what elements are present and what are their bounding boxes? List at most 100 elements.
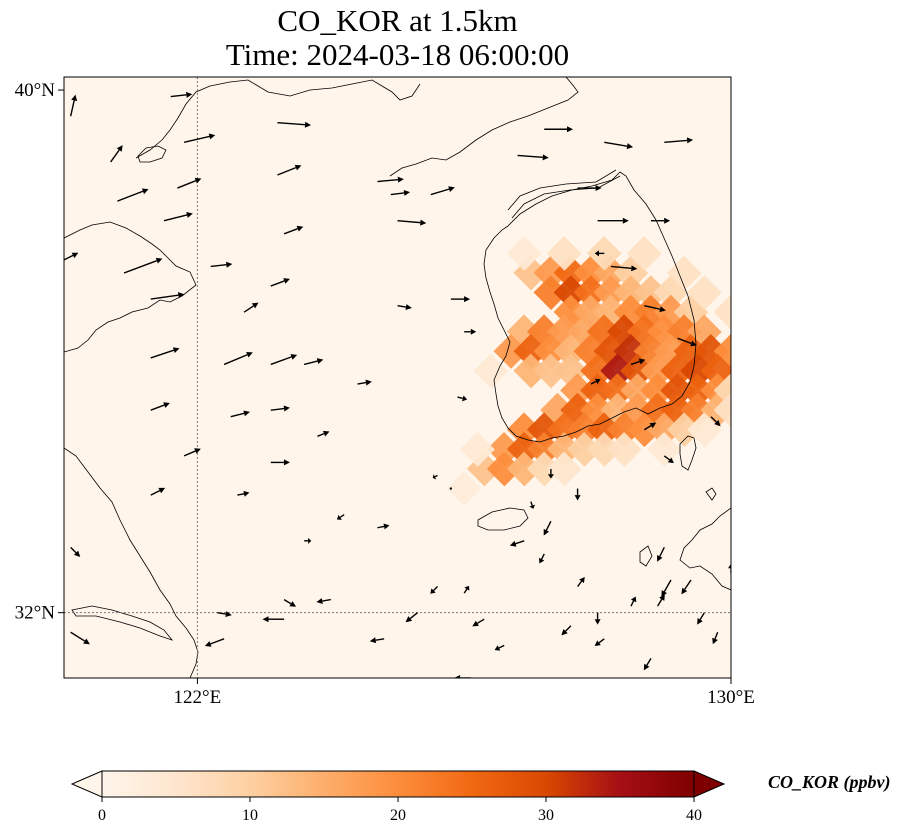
wind-arrow <box>664 137 694 144</box>
wind-arrow <box>594 612 601 625</box>
wind-arrow <box>405 612 418 623</box>
wind-arrow <box>210 261 233 268</box>
field-cell <box>646 412 682 448</box>
field-cell <box>533 255 569 291</box>
field-cell <box>526 412 562 448</box>
wind-arrow <box>677 337 697 347</box>
colorbar-tick-label: 20 <box>390 807 406 824</box>
wind-arrow <box>597 217 629 224</box>
wind-arrow <box>150 402 170 411</box>
wind-arrow <box>70 631 90 645</box>
wind-arrow <box>430 186 455 196</box>
field-cell <box>553 334 589 369</box>
wind-arrow <box>69 94 78 117</box>
field-cell <box>513 334 549 369</box>
wind-arrow <box>217 611 232 618</box>
wind-arrow <box>604 141 634 150</box>
field-cell <box>586 431 622 467</box>
field-cell <box>653 275 689 310</box>
wind-arrow <box>509 540 525 547</box>
wind-vectors <box>64 91 731 678</box>
field-cell <box>546 431 582 467</box>
field-cell <box>513 353 549 389</box>
wind-arrow <box>630 358 646 366</box>
coastline-china-south <box>64 447 199 678</box>
wind-arrow <box>430 586 439 594</box>
field-cell <box>460 431 495 467</box>
wind-arrow <box>170 91 193 98</box>
wind-arrow <box>538 553 545 564</box>
field-cell <box>626 412 662 448</box>
wind-arrow <box>454 675 471 678</box>
field-cell <box>680 353 716 389</box>
field-cell <box>533 275 569 310</box>
wind-arrow <box>610 265 638 272</box>
island-goto <box>639 545 653 567</box>
wind-arrow <box>270 459 290 466</box>
wind-arrow <box>243 302 259 313</box>
field-cell <box>660 373 696 408</box>
colorbar-tick-label: 0 <box>98 807 106 824</box>
wind-arrow <box>336 514 345 520</box>
field-cell <box>713 334 731 369</box>
field-cell <box>606 412 642 448</box>
wind-arrow <box>64 252 79 261</box>
colorbar-gradient <box>102 771 694 797</box>
wind-arrow <box>163 212 193 222</box>
wind-arrow <box>644 304 666 313</box>
y-tick-label: 32°N <box>15 603 56 624</box>
field-cell <box>486 431 522 467</box>
wind-arrow <box>390 189 411 196</box>
coastline-korea-west <box>483 171 697 443</box>
coastline-korea-river <box>507 169 617 211</box>
wind-arrow <box>237 490 250 497</box>
wind-arrow <box>150 292 185 300</box>
wind-arrow <box>710 416 721 427</box>
colorbar-tick-label: 40 <box>686 807 702 824</box>
wind-arrow <box>574 488 581 501</box>
wind-arrow <box>450 296 471 303</box>
wind-arrow <box>117 188 149 202</box>
field-cell <box>566 412 602 448</box>
field-cell <box>493 334 529 369</box>
wind-arrow <box>464 328 477 335</box>
field-cell <box>580 353 615 389</box>
wind-arrow <box>177 177 202 189</box>
wind-arrow <box>304 537 312 544</box>
x-tick-label: 130°E <box>707 687 755 708</box>
wind-arrow <box>123 257 163 274</box>
field-cell <box>640 373 675 408</box>
field-cell <box>713 373 731 408</box>
wind-arrow <box>544 126 574 133</box>
field-cell <box>660 353 696 389</box>
field-cell <box>713 294 731 330</box>
wind-arrow <box>643 422 657 431</box>
wind-arrow <box>183 448 201 457</box>
field-cell <box>560 373 595 408</box>
field-cell <box>600 373 635 408</box>
field-cell <box>606 431 642 467</box>
field-cell <box>640 353 675 389</box>
field-cell <box>533 353 569 389</box>
field-cell <box>613 255 649 291</box>
y-tick-label: 40°N <box>15 80 56 101</box>
wind-arrow <box>472 618 485 627</box>
colorbar-min-extend <box>70 770 103 798</box>
field-cell <box>666 412 702 448</box>
wind-arrow <box>657 594 665 607</box>
field-cell <box>533 334 569 369</box>
wind-arrow <box>357 379 372 386</box>
wind-arrow <box>270 278 290 287</box>
map-title-line1: CO_KOR at 1.5km <box>277 3 518 38</box>
field-cell <box>680 373 716 408</box>
field-cell <box>613 275 649 310</box>
wind-arrow <box>681 579 692 595</box>
field-cell <box>546 236 582 271</box>
wind-arrow <box>643 658 652 671</box>
field-cell <box>686 412 722 448</box>
field-cell <box>620 373 655 408</box>
x-tick-label: 122°E <box>174 687 222 708</box>
colorbar: 0 10 20 30 40 CO_KOR (ppbv) <box>70 770 891 824</box>
coastline-kyushu <box>679 507 731 591</box>
